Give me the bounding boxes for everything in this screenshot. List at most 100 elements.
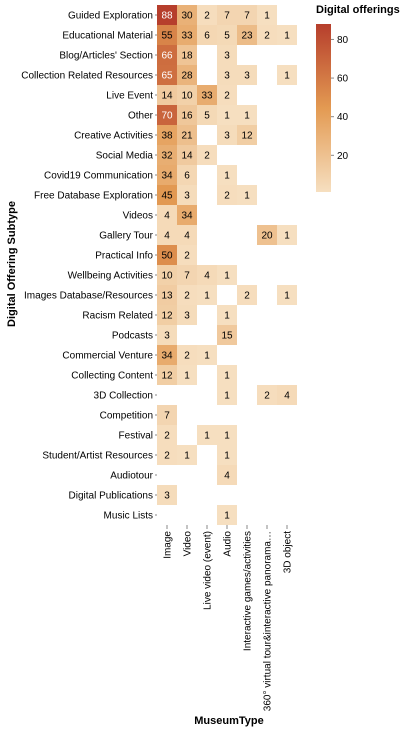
heatmap-cell bbox=[177, 65, 197, 85]
heatmap-cell bbox=[177, 345, 197, 365]
y-label-collection-related-resources: Collection Related Resources bbox=[21, 71, 153, 82]
cell-value-label: 18 bbox=[181, 51, 193, 62]
cell-value-label: 5 bbox=[224, 31, 230, 42]
cell-value-label: 2 bbox=[244, 291, 250, 302]
heatmap-cell bbox=[157, 185, 177, 205]
cell-value-label: 1 bbox=[224, 111, 230, 122]
cell-value-label: 12 bbox=[161, 311, 173, 322]
cell-value-label: 2 bbox=[224, 191, 230, 202]
heatmap-cell bbox=[177, 265, 197, 285]
cell-value-label: 1 bbox=[284, 31, 290, 42]
heatmap-cell bbox=[157, 285, 177, 305]
legend-tick-label: 40 bbox=[337, 112, 349, 123]
x-label-360-virtual-tour-interactive-panorama: 360° virtual tour&interactive panorama… bbox=[263, 531, 274, 711]
heatmap-cell bbox=[177, 145, 197, 165]
heatmap-cell bbox=[217, 125, 237, 145]
heatmap-cell bbox=[197, 105, 217, 125]
y-label-student-artist-resources: Student/Artist Resources bbox=[42, 451, 153, 462]
heatmap-cell bbox=[157, 5, 177, 25]
y-label-free-database-exploration: Free Database Exploration bbox=[34, 191, 153, 202]
legend-ticks: 20 40 60 80 bbox=[331, 35, 349, 162]
y-label-creative-activities: Creative Activities bbox=[74, 131, 153, 142]
cell-value-label: 7 bbox=[184, 271, 190, 282]
cell-value-label: 38 bbox=[161, 131, 173, 142]
heatmap-cell bbox=[217, 385, 237, 405]
heatmap-cell bbox=[277, 385, 297, 405]
heatmap-cell bbox=[237, 25, 257, 45]
cell-value-label: 50 bbox=[161, 251, 173, 262]
cell-value-label: 30 bbox=[181, 11, 193, 22]
heatmap-cell bbox=[157, 445, 177, 465]
heatmap-cell bbox=[217, 185, 237, 205]
heatmap-cell bbox=[257, 385, 277, 405]
heatmap-cell bbox=[217, 65, 237, 85]
heatmap-cell bbox=[277, 285, 297, 305]
heatmap-cell bbox=[177, 245, 197, 265]
heatmap-cell bbox=[177, 445, 197, 465]
heatmap-cell bbox=[277, 225, 297, 245]
cell-value-label: 2 bbox=[184, 291, 190, 302]
heatmap-cell bbox=[217, 45, 237, 65]
cell-value-label: 1 bbox=[244, 191, 250, 202]
cell-value-label: 2 bbox=[224, 91, 230, 102]
x-label-live-video-event: Live video (event) bbox=[203, 531, 214, 610]
cell-value-label: 1 bbox=[284, 231, 290, 242]
heatmap-cell bbox=[217, 445, 237, 465]
heatmap-cell bbox=[217, 85, 237, 105]
cell-value-label: 66 bbox=[161, 51, 173, 62]
heatmap-cell bbox=[177, 205, 197, 225]
x-axis-labels: Image Video Live video (event) Audio Interac… bbox=[163, 525, 294, 711]
cell-value-label: 70 bbox=[161, 111, 173, 122]
cell-value-label: 15 bbox=[221, 331, 233, 342]
y-label-guided-exploration: Guided Exploration bbox=[68, 11, 153, 22]
cell-value-label: 45 bbox=[161, 191, 173, 202]
cell-value-label: 3 bbox=[224, 71, 230, 82]
heatmap-cell bbox=[157, 225, 177, 245]
y-label-live-event: Live Event bbox=[106, 91, 153, 102]
heatmap-cell bbox=[177, 125, 197, 145]
cell-value-label: 34 bbox=[161, 351, 173, 362]
cell-value-label: 7 bbox=[164, 411, 170, 422]
heatmap-cell bbox=[217, 325, 237, 345]
heatmap-cell bbox=[157, 245, 177, 265]
legend-gradient-bar bbox=[316, 24, 331, 192]
cell-value-label: 1 bbox=[224, 511, 230, 522]
x-label-3d-object: 3D object bbox=[283, 531, 294, 573]
y-label-images-database-resources: Images Database/Resources bbox=[24, 291, 153, 302]
cell-value-label: 1 bbox=[244, 111, 250, 122]
cell-value-label: 2 bbox=[264, 31, 270, 42]
x-label-image: Image bbox=[163, 531, 174, 559]
cell-value-label: 32 bbox=[161, 151, 173, 162]
cell-value-label: 3 bbox=[244, 71, 250, 82]
heatmap-cell bbox=[157, 65, 177, 85]
y-label-audiotour: Audiotour bbox=[110, 471, 153, 482]
heatmap-cell bbox=[157, 45, 177, 65]
cell-value-label: 4 bbox=[284, 391, 290, 402]
heatmap-cell bbox=[157, 485, 177, 505]
cell-value-label: 14 bbox=[181, 151, 193, 162]
y-label-digital-publications: Digital Publications bbox=[69, 491, 154, 502]
cell-value-label: 1 bbox=[284, 291, 290, 302]
cell-value-label: 2 bbox=[164, 451, 170, 462]
cell-value-label: 1 bbox=[284, 71, 290, 82]
heatmap-cell bbox=[157, 345, 177, 365]
cell-value-label: 6 bbox=[204, 31, 210, 42]
cell-value-label: 1 bbox=[224, 451, 230, 462]
cell-value-label: 1 bbox=[224, 391, 230, 402]
cell-value-label: 23 bbox=[241, 31, 253, 42]
heatmap-cell bbox=[197, 425, 217, 445]
cell-value-label: 1 bbox=[224, 431, 230, 442]
heatmap-cell bbox=[217, 265, 237, 285]
color-legend: Digital offerings 20 40 60 80 bbox=[316, 4, 400, 192]
cell-value-label: 3 bbox=[164, 331, 170, 342]
y-label-festival: Festival bbox=[119, 431, 153, 442]
cell-value-label: 13 bbox=[161, 291, 173, 302]
heatmap-cell bbox=[217, 365, 237, 385]
cell-value-label: 6 bbox=[184, 171, 190, 182]
cell-value-label: 28 bbox=[181, 71, 193, 82]
heatmap-cell bbox=[237, 185, 257, 205]
cell-value-label: 55 bbox=[161, 31, 173, 42]
y-label-commercial-venture: Commercial Venture bbox=[62, 351, 153, 362]
heatmap-cell bbox=[237, 105, 257, 125]
cell-value-label: 33 bbox=[181, 31, 193, 42]
